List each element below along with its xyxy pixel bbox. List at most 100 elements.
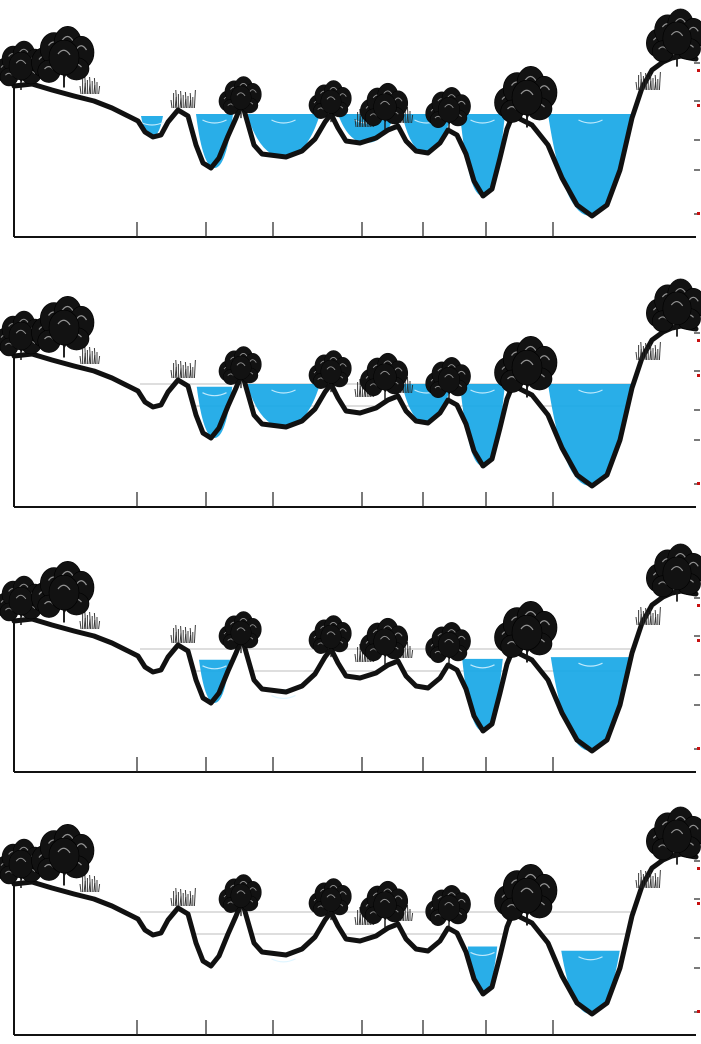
tree-highlight xyxy=(670,565,684,572)
terrain-area xyxy=(14,326,696,507)
shrub-stem xyxy=(649,343,652,361)
tree-highlight xyxy=(447,629,457,634)
shrub-stem xyxy=(354,388,357,398)
tree-highlight xyxy=(380,370,390,376)
tree-highlight xyxy=(444,374,454,379)
red-marker xyxy=(697,374,700,377)
tree-canopy-blob xyxy=(373,363,397,391)
tree-highlight xyxy=(447,892,457,897)
tree-highlight xyxy=(15,857,27,863)
shrub-stem xyxy=(98,883,101,893)
tree-canopy-blob xyxy=(437,366,461,393)
water-highlight xyxy=(578,389,603,394)
shrub-stem xyxy=(189,92,192,109)
shrub-stem xyxy=(79,620,82,630)
tree-icon xyxy=(31,560,95,623)
tree-icon xyxy=(425,87,471,132)
tree-highlight xyxy=(524,610,537,617)
tree-highlight xyxy=(239,353,248,357)
shrub-stem xyxy=(175,887,178,907)
shrub-icon xyxy=(635,606,661,626)
tree-icon xyxy=(31,295,95,358)
tree-highlight xyxy=(75,580,88,586)
red-marker xyxy=(697,69,700,72)
tree-canopy-blob xyxy=(8,51,34,81)
shrub-icon xyxy=(635,341,661,361)
shrub-stem xyxy=(98,620,101,630)
shrub-stem xyxy=(359,906,362,926)
tree-highlight xyxy=(326,894,336,899)
shrub-stem xyxy=(193,887,196,907)
shrub-stem xyxy=(411,384,414,394)
tree-highlight xyxy=(236,92,246,97)
tree-canopy-blob xyxy=(320,89,342,114)
tree-highlight xyxy=(19,48,29,54)
tree-highlight xyxy=(380,100,390,106)
tree-highlight xyxy=(61,35,74,42)
shrub-stem xyxy=(79,883,82,893)
shrub-icon xyxy=(170,89,196,109)
tree-highlight xyxy=(670,828,684,835)
water-highlight xyxy=(271,958,296,963)
tree-highlight xyxy=(339,363,347,367)
tree-highlight xyxy=(61,833,74,840)
shrub-icon xyxy=(79,610,101,630)
tree-canopy-blob xyxy=(230,85,252,110)
tree-highlight xyxy=(524,75,537,82)
tree-highlight xyxy=(236,627,246,632)
shrub-stem xyxy=(658,869,661,889)
tree-highlight xyxy=(383,625,393,630)
shrub-stem xyxy=(193,624,196,644)
tree-highlight xyxy=(19,318,29,324)
tree-icon xyxy=(425,622,471,667)
shrub-stem xyxy=(184,889,187,907)
panel-2 xyxy=(0,278,701,508)
shrub-stem xyxy=(189,627,192,644)
shrub-stem xyxy=(354,653,357,663)
tree-canopy-blob xyxy=(8,586,34,616)
tree-highlight xyxy=(383,90,393,95)
tree-icon xyxy=(218,346,262,389)
shrub-stem xyxy=(170,634,173,644)
shrub-stem xyxy=(411,912,414,922)
shrub-stem xyxy=(658,341,661,361)
red-marker xyxy=(697,1010,700,1013)
tree-icon xyxy=(360,82,409,130)
tree-highlight xyxy=(538,85,551,91)
tree-canopy-blob xyxy=(662,291,692,326)
tree-highlight xyxy=(538,355,551,361)
tree-highlight xyxy=(61,570,74,577)
tree-highlight xyxy=(326,366,336,371)
tree-highlight xyxy=(394,367,403,372)
tree-highlight xyxy=(239,881,248,885)
tree-icon xyxy=(218,874,262,917)
shrub-stem xyxy=(649,608,652,626)
tree-highlight xyxy=(538,620,551,626)
tree-highlight xyxy=(383,360,393,365)
shrub-stem xyxy=(175,359,178,379)
shrub-stem xyxy=(654,872,657,889)
tree-canopy-blob xyxy=(8,849,34,879)
tree-icon xyxy=(494,600,558,663)
tree-highlight xyxy=(329,87,338,91)
tree-highlight xyxy=(326,631,336,636)
shrub-icon xyxy=(635,71,661,91)
tree-icon xyxy=(308,80,352,123)
shrub-stem xyxy=(93,77,96,95)
panel-4 xyxy=(0,806,701,1036)
tree-canopy-blob xyxy=(230,883,252,908)
shrub-stem xyxy=(645,607,648,626)
shrub-stem xyxy=(98,85,101,95)
terrain-profile xyxy=(11,851,699,1017)
shrub-stem xyxy=(654,344,657,361)
tree-highlight xyxy=(688,824,699,830)
tree-highlight xyxy=(538,883,551,889)
tree-icon xyxy=(425,357,471,402)
panel-3 xyxy=(0,543,701,773)
tree-canopy-blob xyxy=(320,359,342,384)
tree-icon xyxy=(425,885,471,930)
shrub-stem xyxy=(640,869,643,889)
tree-highlight xyxy=(394,97,403,102)
red-marker xyxy=(697,604,700,607)
